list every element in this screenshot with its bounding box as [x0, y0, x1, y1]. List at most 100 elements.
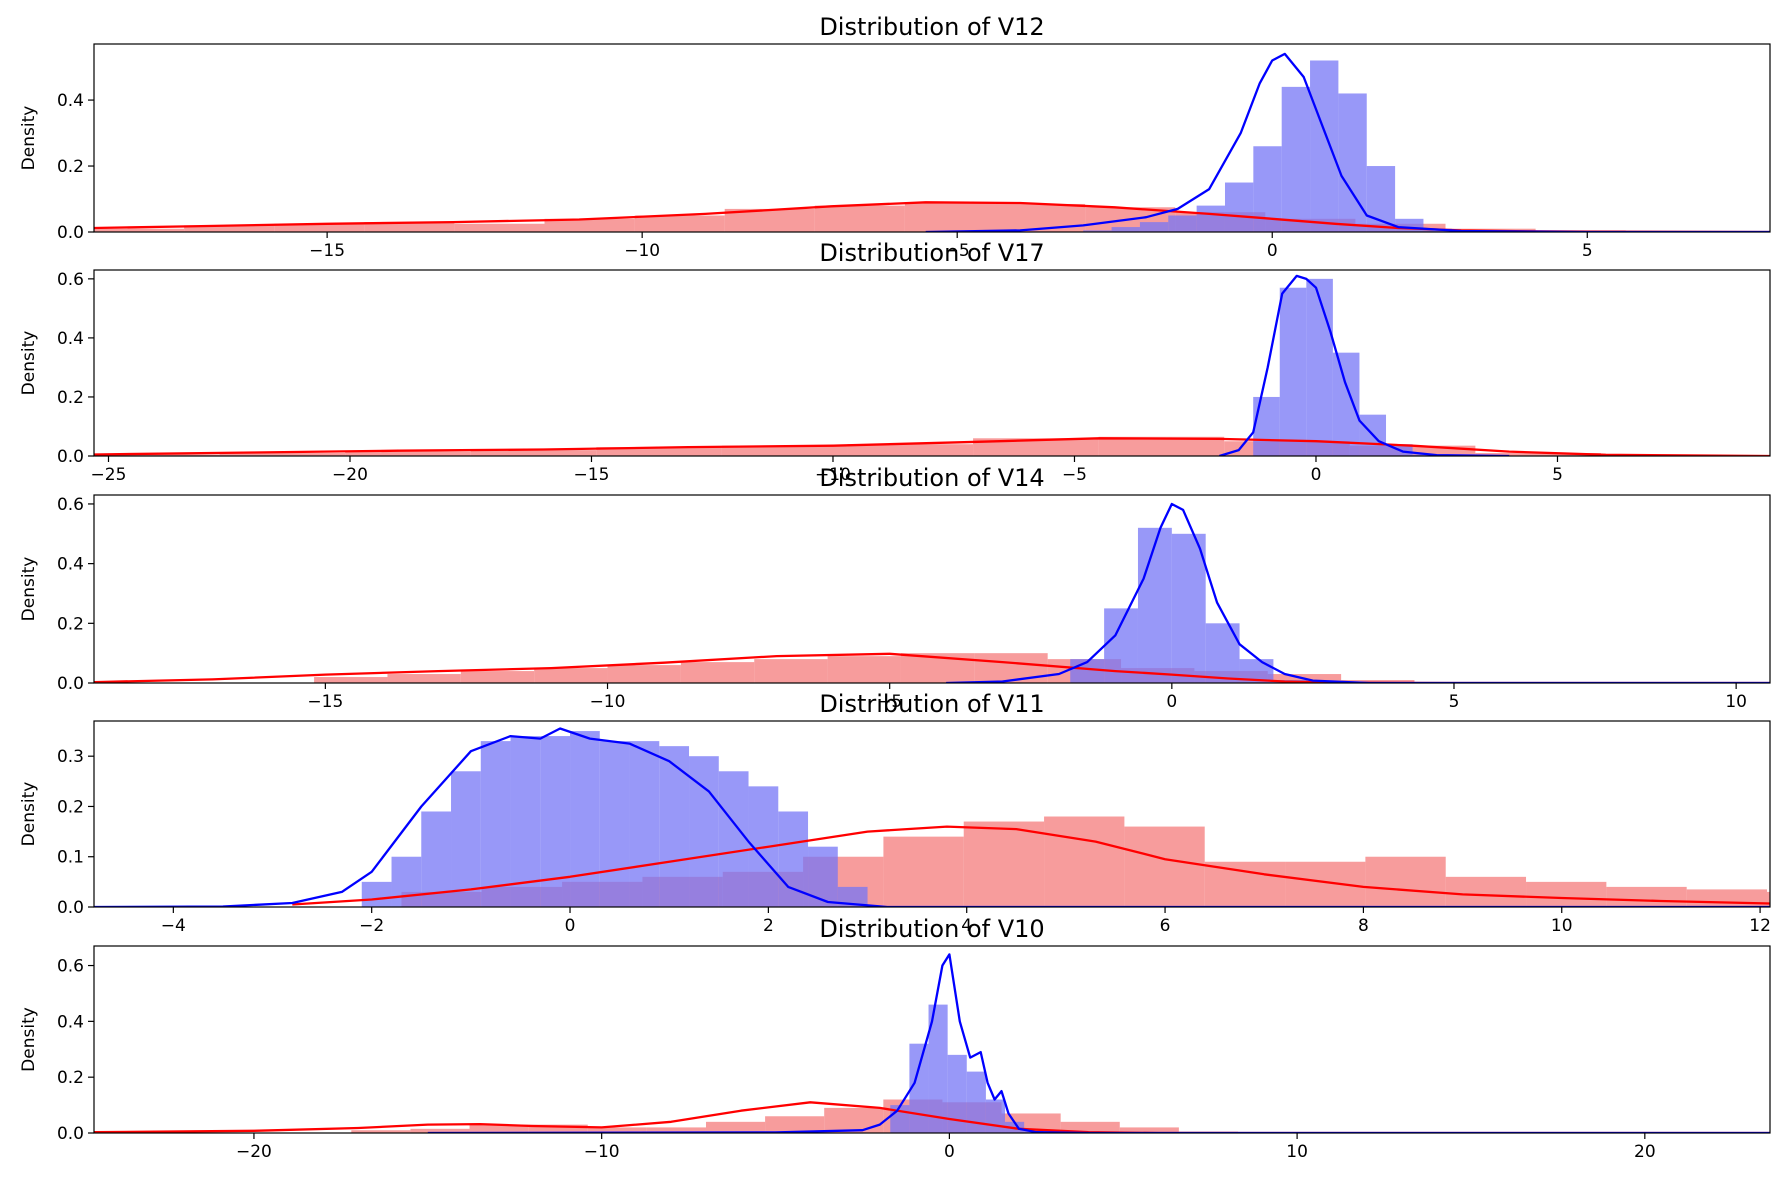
x-tick-label: 20: [1634, 1142, 1656, 1162]
red-hist-bar: [351, 1130, 411, 1133]
red-hist-bar: [410, 1128, 470, 1133]
x-tick-label: −4: [161, 916, 186, 936]
red-hist-bar: [607, 665, 681, 683]
red-hist-bar: [469, 1124, 529, 1133]
y-tick-label: 0.4: [57, 555, 84, 575]
x-tick-label: −5: [877, 692, 902, 712]
red-hist-bar: [454, 223, 545, 232]
x-tick-label: 10: [1286, 1142, 1308, 1162]
red-hist-bar: [1526, 881, 1607, 907]
y-tick-label: 0.0: [57, 1124, 84, 1144]
y-tick-label: 0.6: [57, 495, 84, 515]
plot-area: [94, 953, 1770, 1133]
red-hist-bar: [883, 836, 964, 907]
red-hist-bar: [634, 215, 725, 232]
subplot-2: 0.0 0.2 0.4 0.6 −25 −20 −15 −10 −5 0 5 Density Distr…: [19, 239, 1771, 485]
red-hist-bar: [345, 451, 471, 456]
blue-hist-bar: [1332, 352, 1360, 456]
plot-area: [94, 52, 1770, 232]
y-tick-label: 0.2: [57, 157, 84, 177]
blue-hist-bar: [1338, 93, 1367, 232]
blue-hist-bar: [1395, 218, 1424, 232]
plot-area: [94, 727, 1770, 907]
x-tick-label: 2: [763, 916, 774, 936]
axes-frame: [93, 269, 1771, 457]
blue-hist-bar: [1171, 533, 1206, 683]
blue-hist-bar: [1366, 166, 1396, 232]
blue-hist-bar: [1111, 227, 1140, 232]
red-hist-bar: [1341, 680, 1415, 683]
red-hist-bar: [765, 1116, 825, 1133]
plot-area: [94, 274, 1770, 456]
x-tick-label: −15: [307, 692, 343, 712]
blue-hist-bar: [1137, 527, 1172, 683]
blue-hist-bar: [947, 1054, 967, 1133]
red-hist-bar: [1606, 886, 1687, 907]
blue-hist-bar: [1205, 623, 1240, 683]
blue-hist-bar: [361, 881, 392, 907]
x-tick-label: −20: [236, 1142, 272, 1162]
red-hist-bar: [847, 444, 974, 456]
red-hist-bar: [1044, 816, 1125, 907]
red-hist-bar: [274, 223, 365, 232]
red-hist-bar: [1365, 856, 1446, 907]
y-tick-label: 0.4: [57, 91, 84, 111]
y-tick-label: 0.2: [57, 797, 84, 817]
x-tick-label: −5: [1062, 465, 1087, 485]
x-tick-label: 10: [1725, 692, 1747, 712]
plot-area: [94, 502, 1770, 683]
red-hist-bar: [314, 677, 388, 683]
red-hist-bar: [724, 208, 815, 232]
blue-hist-bar: [1310, 60, 1339, 232]
red-hist-bar: [1060, 1121, 1120, 1133]
x-tick-label: −15: [309, 241, 345, 261]
x-tick-label: −15: [574, 465, 610, 485]
x-tick-label: 10: [1551, 916, 1573, 936]
blue-hist-bar: [1224, 182, 1254, 232]
y-tick-label: 0.1: [57, 848, 84, 868]
blue-kde-line: [946, 502, 1770, 683]
red-hist-bar: [827, 656, 901, 683]
x-tick-label: −10: [815, 465, 851, 485]
x-tick-label: −2: [359, 916, 384, 936]
red-hist-bar: [470, 450, 597, 456]
x-tick-label: 6: [1160, 916, 1171, 936]
blue-hist-bar: [659, 746, 690, 907]
red-hist-bar: [721, 445, 848, 456]
blue-hist-bar: [1412, 454, 1440, 456]
red-hist-bar: [94, 454, 220, 456]
subplot-5: 0.00.20.40.6−20 −10 0 10 20DensityDistributi…: [19, 915, 1771, 1162]
x-tick-label: −10: [584, 1142, 620, 1162]
red-kde-line: [94, 437, 1770, 456]
red-hist-bar: [824, 1107, 884, 1133]
red-hist-bar: [184, 225, 275, 232]
axes-frame: [93, 43, 1771, 233]
x-tick-label: −10: [624, 241, 660, 261]
red-hist-bar: [387, 674, 461, 683]
red-hist-bar: [904, 202, 996, 232]
blue-hist-bar: [985, 1099, 1006, 1133]
subplot-title: Distribution of V10: [819, 915, 1044, 943]
y-tick-label: 0.2: [57, 614, 84, 634]
red-hist-bar: [973, 438, 1099, 456]
x-tick-label: 0: [565, 916, 576, 936]
y-axis-label: Density: [19, 106, 39, 171]
y-axis-label: Density: [19, 1007, 39, 1072]
y-tick-label: 0.0: [57, 447, 84, 467]
red-hist-bar: [1475, 453, 1601, 456]
y-tick-label: 0.2: [57, 1068, 84, 1088]
red-hist-bar: [534, 668, 608, 683]
red-hist-bar: [754, 659, 828, 683]
blue-hist-bar: [629, 741, 660, 907]
y-tick-label: 0.6: [57, 957, 84, 977]
red-hist-bar: [596, 447, 722, 456]
blue-hist-bar: [1083, 230, 1112, 232]
red-hist-bar: [1119, 1127, 1179, 1133]
red-hist-bar: [1285, 861, 1366, 907]
blue-hist-bar: [599, 741, 630, 907]
x-tick-label: 0: [1166, 692, 1177, 712]
blue-hist-bar: [480, 741, 511, 907]
x-tick-label: 8: [1358, 916, 1369, 936]
y-axis-label: Density: [19, 331, 39, 396]
